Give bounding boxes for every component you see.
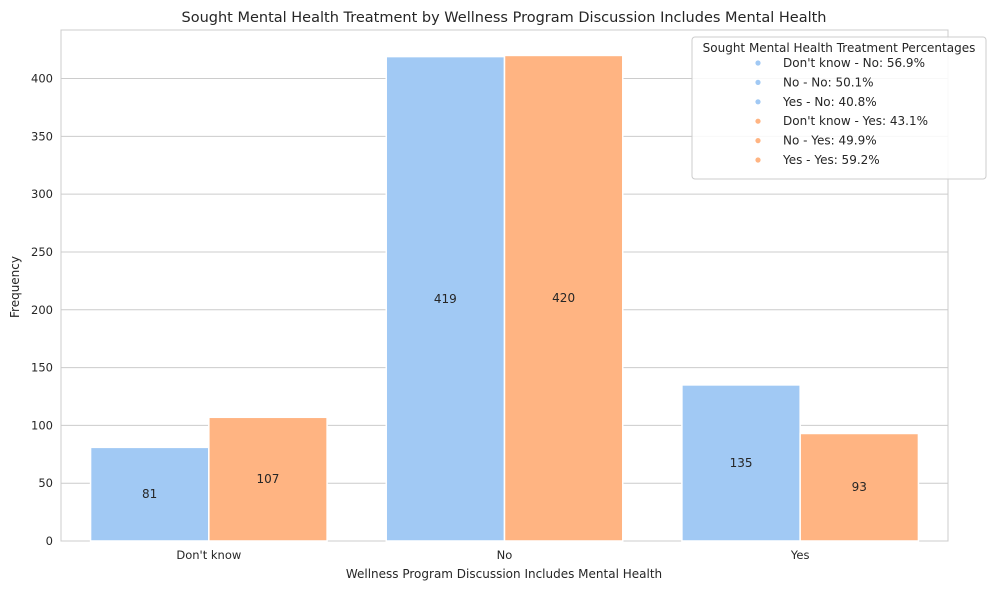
bar-yes-1 — [503, 54, 624, 542]
x-axis-ticks: Don't know No Yes — [176, 548, 809, 562]
y-axis-label: Frequency — [8, 256, 22, 318]
y-tick-label: 250 — [31, 245, 53, 259]
legend-entry-label: Yes - Yes: 59.2% — [782, 153, 880, 167]
data-labels: 81 107 419 420 135 93 — [142, 291, 867, 501]
y-tick-label: 200 — [31, 303, 53, 317]
data-label: 419 — [434, 292, 457, 306]
bar-yes-0 — [208, 416, 328, 542]
legend-marker — [755, 99, 761, 105]
data-label: 93 — [852, 480, 867, 494]
bar-yes-2 — [799, 432, 920, 542]
legend-entry-label: No - Yes: 49.9% — [783, 134, 877, 148]
legend-box — [691, 36, 987, 180]
x-tick-label: Yes — [790, 548, 810, 562]
y-tick-label: 300 — [31, 187, 53, 201]
data-label: 81 — [142, 487, 157, 501]
legend-entry-label: Don't know - Yes: 43.1% — [783, 114, 928, 128]
legend-marker — [755, 138, 761, 144]
y-tick-label: 350 — [31, 129, 53, 143]
x-tick-label: No — [497, 548, 513, 562]
data-label: 420 — [552, 291, 575, 305]
x-axis-label: Wellness Program Discussion Includes Men… — [346, 567, 662, 581]
data-label: 107 — [257, 472, 280, 486]
data-label: 135 — [730, 456, 753, 470]
y-tick-label: 50 — [38, 476, 53, 490]
legend: Sought Mental Health Treatment Percentag… — [691, 36, 987, 180]
x-tick-label: Don't know — [176, 548, 241, 562]
y-tick-label: 400 — [31, 72, 53, 86]
legend-marker — [755, 118, 761, 124]
legend-entries: Don't know - No: 56.9% No - No: 50.1% Yes … — [755, 56, 928, 167]
chart-title: Sought Mental Health Treatment by Wellne… — [182, 10, 827, 26]
legend-marker — [755, 157, 761, 163]
bars — [89, 54, 920, 542]
bar-no-2 — [681, 384, 801, 542]
legend-entry-label: Yes - No: 40.8% — [782, 95, 877, 109]
legend-marker — [755, 60, 761, 66]
y-axis-ticks: 0 50 100 150 200 250 300 350 400 — [31, 72, 53, 548]
legend-title: Sought Mental Health Treatment Percentag… — [703, 41, 976, 55]
bar-no-0 — [89, 446, 210, 542]
legend-entry-label: No - No: 50.1% — [783, 75, 874, 89]
legend-entry-label: Don't know - No: 56.9% — [783, 56, 925, 70]
y-tick-label: 150 — [31, 361, 53, 375]
legend-marker — [755, 79, 761, 85]
bar-no-1 — [385, 55, 506, 542]
y-tick-label: 100 — [31, 418, 53, 432]
y-tick-label: 0 — [46, 534, 53, 548]
